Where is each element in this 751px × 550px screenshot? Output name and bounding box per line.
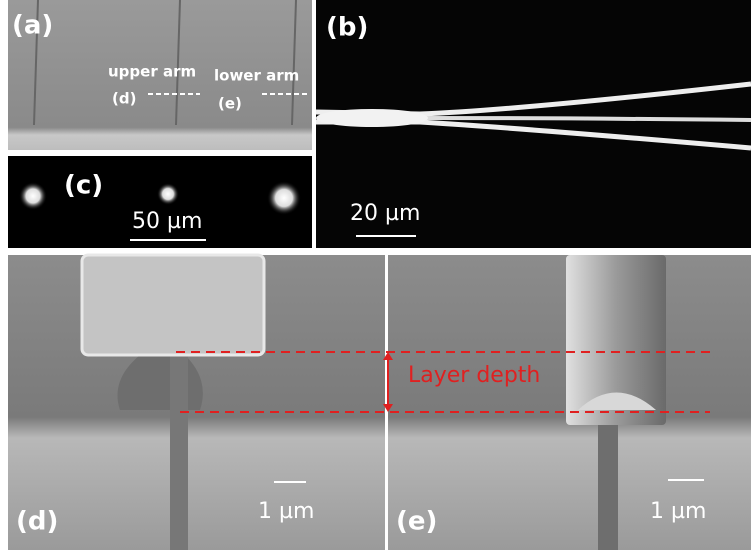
ridge-core xyxy=(170,355,188,550)
panel-label: (a) xyxy=(12,11,53,41)
panel-label: (e) xyxy=(396,507,437,537)
annotation: (d) xyxy=(112,90,136,108)
annotation: lower arm xyxy=(214,67,299,85)
scale-label: 1 µm xyxy=(258,499,314,524)
panel-c: (c) 50 µm xyxy=(8,156,312,248)
mode-spot xyxy=(19,182,47,210)
beam-core xyxy=(316,109,428,127)
annotation: (e) xyxy=(218,95,242,113)
annotation: upper arm xyxy=(108,63,196,81)
mode-spot xyxy=(157,183,179,205)
scale-label: 50 µm xyxy=(132,209,202,234)
panel-a: (a) upper arm (d) lower arm (e) xyxy=(8,0,312,150)
panel-label: (b) xyxy=(326,13,368,43)
beam-arm xyxy=(420,118,751,120)
scale-label: 1 µm xyxy=(650,499,706,524)
panel-label: (c) xyxy=(64,171,103,201)
panel-b: (b) 20 µm xyxy=(316,0,751,248)
annotation: Layer depth xyxy=(408,363,540,388)
optical-image xyxy=(8,156,312,248)
cap xyxy=(82,255,264,355)
mode-spot xyxy=(267,181,301,215)
scale-label: 20 µm xyxy=(350,201,420,226)
figure: (a) upper arm (d) lower arm (e) (c) 50 µ… xyxy=(0,0,751,550)
panel-label: (d) xyxy=(16,507,58,537)
panel-e: (e) 1 µm xyxy=(388,255,751,550)
panel-d: (d) 1 µm xyxy=(8,255,385,550)
ridge-core xyxy=(598,425,618,550)
